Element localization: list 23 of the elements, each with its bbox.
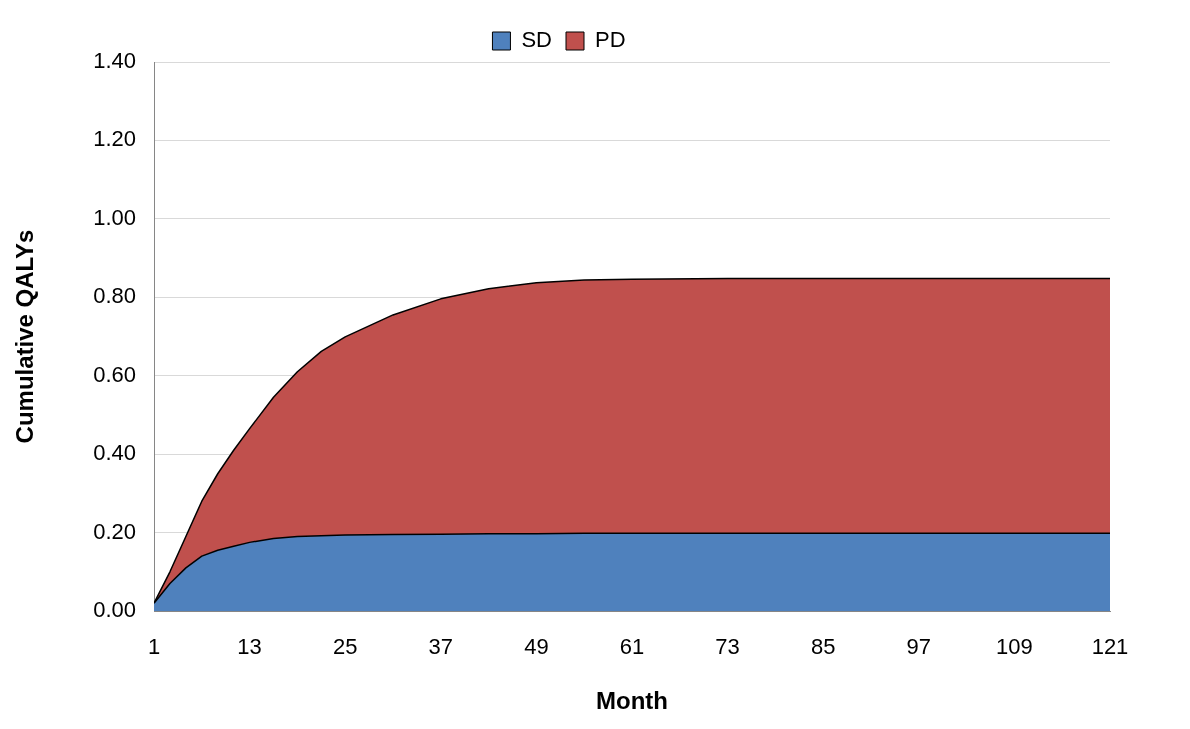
x-tick-label: 109: [996, 634, 1033, 660]
y-axis-title: Cumulative QALYs: [11, 229, 39, 444]
x-axis-title: Month: [596, 687, 668, 715]
x-tick-label: 25: [332, 634, 358, 660]
x-tick-label: 37: [428, 634, 454, 660]
x-tick-label: 121: [1091, 634, 1129, 660]
x-tick-label: 85: [810, 634, 836, 660]
legend-label: PD: [595, 27, 626, 53]
y-tick-label: 0.20: [93, 518, 136, 544]
y-tick-label: 1.20: [93, 126, 136, 152]
x-tick-label: 49: [524, 634, 549, 660]
y-tick-label: 0.00: [93, 597, 136, 623]
y-tick-label: 1.40: [93, 48, 136, 74]
x-tick-label: 61: [619, 634, 645, 660]
legend-label: SD: [521, 27, 552, 53]
y-tick-label: 0.80: [93, 283, 136, 309]
y-tick-label: 0.40: [93, 440, 136, 466]
y-tick-label: 0.60: [93, 361, 136, 387]
y-tick-label: 1.00: [93, 204, 136, 230]
x-tick-label: 13: [237, 634, 262, 660]
x-tick-label: 97: [906, 634, 932, 660]
x-tick-label: 1: [147, 634, 161, 660]
x-tick-label: 73: [715, 634, 740, 660]
